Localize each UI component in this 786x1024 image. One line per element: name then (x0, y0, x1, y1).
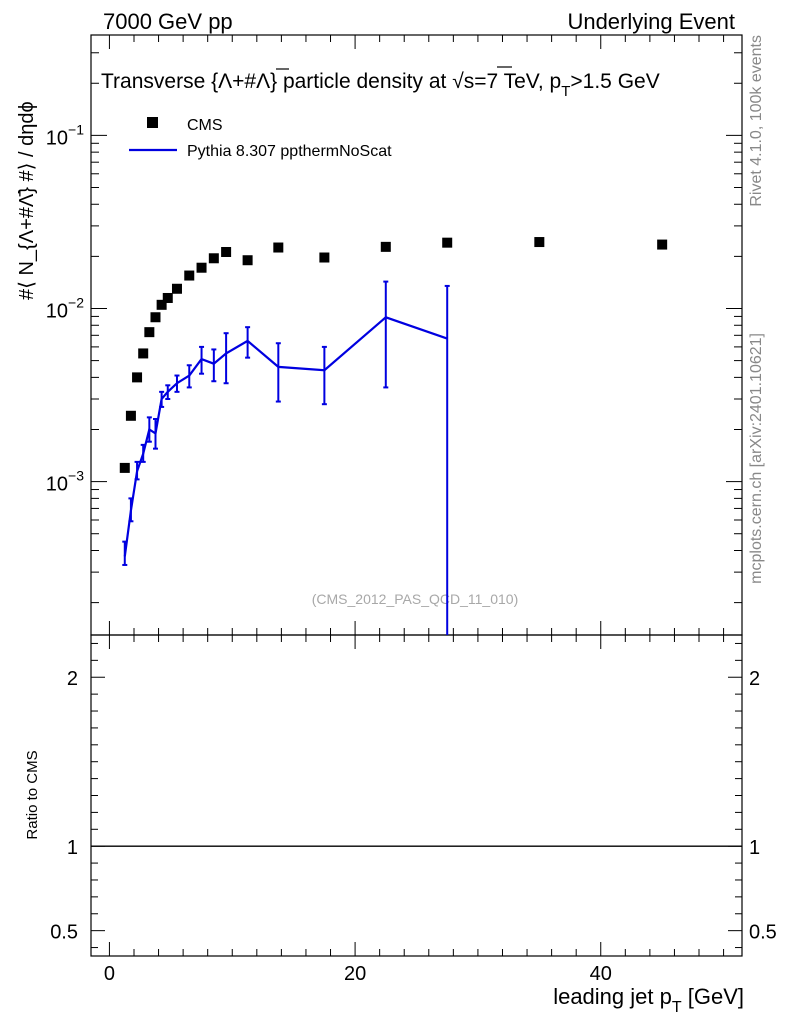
ratio-tick-label-left: 2 (67, 668, 78, 690)
chart-title: Transverse {Λ+#Λ} particle density at √s… (101, 70, 660, 100)
y-tick-label-exponent: −2 (68, 294, 84, 310)
y-tick-label-base: 10 (46, 127, 68, 149)
chart-title-sub: T (561, 83, 570, 100)
y-tick-label: 10−3 (46, 468, 84, 496)
cms-point (150, 312, 161, 323)
legend-cms-label: CMS (187, 117, 223, 134)
cms-point (319, 252, 330, 263)
y-tick-label: 10−1 (46, 121, 84, 149)
cms-point (657, 239, 668, 250)
x-tick-label: 40 (590, 963, 612, 985)
cms-point (208, 253, 219, 264)
pythia-line (123, 316, 448, 557)
cms-point (196, 262, 207, 273)
y-tick-label-base: 10 (46, 300, 68, 322)
x-axis-label: leading jet pT [GeV] (553, 984, 744, 1016)
legend-pythia-label: Pythia 8.307 ppthermNoScat (187, 143, 392, 160)
analysis-watermark: (CMS_2012_PAS_QCD_11_010) (312, 591, 519, 607)
cms-point (442, 237, 453, 248)
cms-point (156, 299, 167, 310)
y-axis-label: #⟨ N_{Λ+#Λ̄} #⟩ / dηdϕ (16, 101, 38, 300)
x-axis-label-tail: [GeV] (682, 984, 744, 1009)
ratio-tick-label-right: 0.5 (749, 922, 777, 944)
ratio-tick-label-left: 1 (67, 837, 78, 859)
y-tick-label: 10−2 (46, 294, 84, 322)
y-tick-label-exponent: −3 (68, 468, 84, 484)
mcplots-label: mcplots.cern.ch [arXiv:2401.10621] (748, 333, 765, 584)
y-tick-label-exponent: −1 (68, 121, 84, 137)
header-left: 7000 GeV pp (103, 9, 233, 34)
x-tick-label: 0 (104, 963, 115, 985)
cms-point (534, 237, 545, 248)
cms-point (380, 241, 391, 252)
x-tick-label: 20 (344, 963, 366, 985)
cms-point (184, 270, 195, 281)
y-tick-label-base: 10 (46, 474, 68, 496)
header-right: Underlying Event (567, 9, 735, 34)
ratio-plot-frame (90, 634, 743, 957)
cms-point (132, 372, 143, 383)
cms-point (221, 246, 232, 257)
cms-point (162, 292, 173, 303)
ratio-tick-label-left: 0.5 (50, 922, 78, 944)
cms-point (144, 327, 155, 338)
cms-point (119, 462, 130, 473)
cms-point (242, 255, 253, 266)
ratio-tick-label-right: 2 (749, 668, 760, 690)
cms-point (138, 348, 149, 359)
cms-point (171, 283, 182, 294)
ratio-axis-label: Ratio to CMS (24, 750, 41, 839)
cms-point (273, 242, 284, 253)
cms-point (125, 410, 136, 421)
x-axis-label-main: leading jet p (553, 984, 672, 1009)
data-series (119, 237, 668, 635)
legend-cms-marker (147, 117, 158, 128)
chart-title-tail: >1.5 GeV (570, 70, 659, 93)
rivet-label: Rivet 4.1.0, 100k events (748, 35, 765, 207)
x-axis-label-sub: T (672, 999, 682, 1016)
chart-title-main: Transverse {Λ+#Λ} particle density at √s… (101, 70, 561, 93)
ratio-tick-label-right: 1 (749, 837, 760, 859)
